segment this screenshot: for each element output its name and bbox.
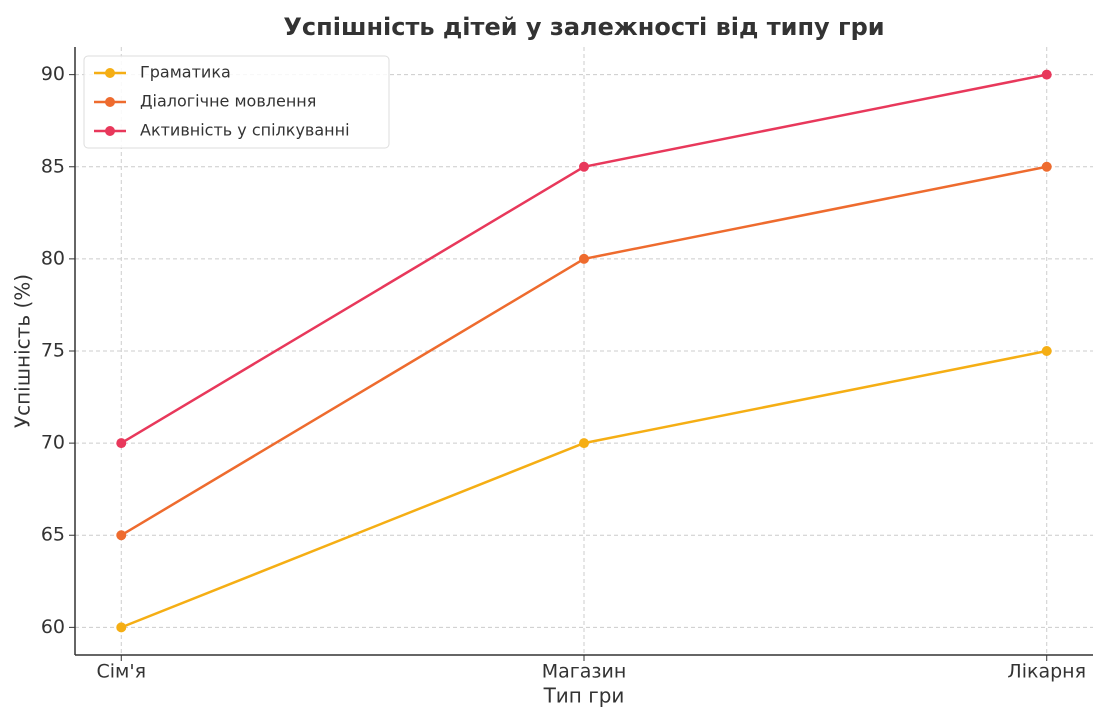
legend-marker: [105, 97, 115, 107]
y-axis-label: Успішність (%): [11, 274, 35, 428]
x-tick-label: Лікарня: [1007, 661, 1086, 683]
marker: [116, 438, 127, 449]
chart-title: Успішність дітей у залежності від типу г…: [283, 13, 884, 41]
legend-box: [83, 55, 390, 149]
marker: [579, 438, 589, 449]
legend-label: Активність у спілкуванні: [140, 121, 350, 140]
legend-marker: [105, 126, 115, 136]
legend-label: Граматика: [140, 63, 231, 82]
x-tick-label: Сім'я: [96, 661, 146, 683]
y-tick-label: 60: [41, 616, 65, 638]
y-tick-label: 75: [41, 340, 65, 362]
y-tick-label: 90: [41, 63, 65, 85]
marker: [116, 622, 127, 633]
marker: [579, 161, 589, 172]
legend-label: Діалогічне мовлення: [140, 92, 316, 111]
marker: [1041, 161, 1052, 172]
x-tick-label: Магазин: [542, 661, 627, 683]
legend-marker: [105, 68, 115, 78]
marker: [116, 530, 127, 541]
y-tick-label: 65: [41, 524, 65, 546]
legend: Граматика Діалогічне мовлення Активність у…: [83, 55, 390, 149]
y-tick-label: 70: [41, 432, 65, 454]
marker: [579, 253, 589, 264]
y-tick-label: 85: [41, 155, 65, 177]
x-axis-label: Тип гри: [543, 684, 625, 708]
marker: [1041, 69, 1052, 80]
y-tick-label: 80: [41, 247, 65, 269]
marker: [1041, 346, 1052, 356]
